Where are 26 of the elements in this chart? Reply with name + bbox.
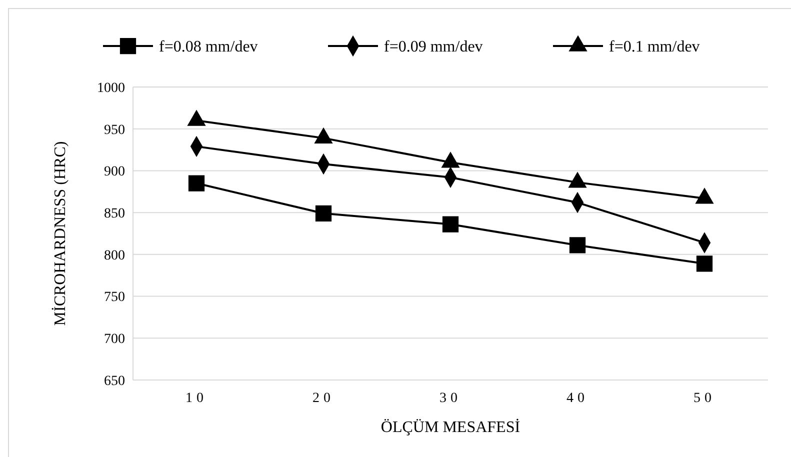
y-tick-label: 950 bbox=[104, 122, 125, 138]
legend-label: f=0.1 mm/dev bbox=[609, 38, 700, 56]
legend-label: f=0.08 mm/dev bbox=[159, 38, 258, 56]
y-tick-label: 1000 bbox=[97, 80, 125, 96]
y-tick-label: 900 bbox=[104, 164, 125, 180]
y-tick-label: 750 bbox=[104, 290, 125, 306]
point bbox=[442, 216, 459, 232]
point bbox=[315, 205, 332, 222]
x-tick-label: 30 bbox=[440, 391, 462, 406]
point bbox=[569, 237, 586, 254]
x-tick-label: 50 bbox=[694, 391, 716, 406]
y-tick-label: 650 bbox=[104, 374, 125, 389]
x-tick-label: 40 bbox=[566, 391, 588, 406]
y-tick-label: 850 bbox=[104, 206, 125, 222]
y-tick-label: 800 bbox=[104, 248, 125, 264]
x-axis-title: ÖLÇÜM MESAFESİ bbox=[380, 418, 520, 436]
point bbox=[696, 256, 713, 272]
point bbox=[314, 127, 333, 144]
y-tick-label: 700 bbox=[104, 332, 125, 348]
point bbox=[187, 110, 206, 126]
x-tick-label: 20 bbox=[312, 391, 334, 406]
point bbox=[188, 175, 205, 192]
x-tick-label: 10 bbox=[186, 391, 208, 406]
legend-label: f=0.09 mm/dev bbox=[384, 38, 483, 56]
point bbox=[441, 152, 460, 168]
y-axis-title: MİCROHARDNESS (HRC) bbox=[51, 141, 69, 326]
